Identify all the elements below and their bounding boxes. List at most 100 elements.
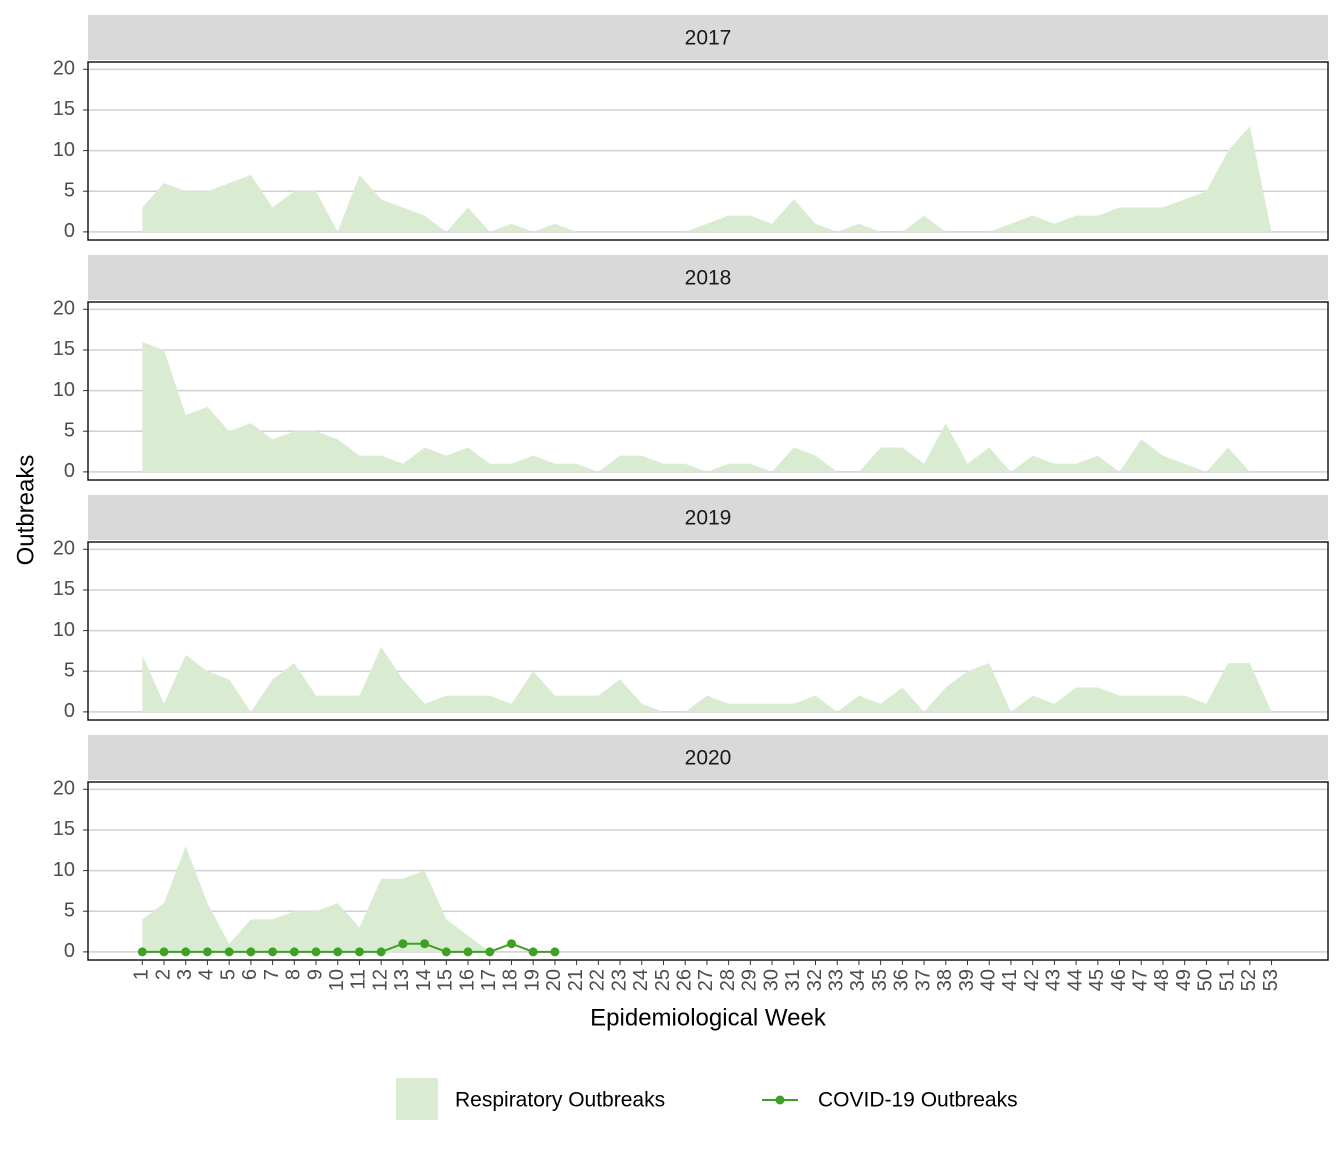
x-tick-label: 31: [782, 969, 804, 991]
panel-title: 2018: [685, 267, 732, 290]
x-tick-label: 43: [1043, 969, 1065, 991]
y-tick-label: 20: [53, 538, 75, 560]
y-tick-label: 10: [53, 859, 75, 881]
x-tick-label: 50: [1195, 969, 1217, 991]
point: [420, 939, 430, 949]
panel-border: [87, 301, 1329, 481]
x-tick-label: 37: [912, 969, 934, 991]
area: [142, 341, 1250, 472]
strip: [88, 495, 1328, 540]
x-tick-label: 2: [152, 969, 174, 980]
x-tick-label: 7: [261, 969, 283, 980]
panel-title: 2017: [685, 27, 732, 50]
area: [142, 846, 490, 952]
x-tick-label: 23: [608, 969, 630, 991]
y-tick-label: 10: [53, 139, 75, 161]
panel-title: 2020: [685, 747, 732, 770]
x-tick-label: 45: [1086, 969, 1108, 991]
x-tick-label: 17: [478, 969, 500, 991]
x-tick-label: 46: [1108, 969, 1130, 991]
x-tick-label: 22: [587, 969, 609, 991]
point: [268, 947, 278, 957]
x-tick-label: 27: [695, 969, 717, 991]
area: [142, 646, 1272, 712]
y-tick-label: 15: [53, 818, 75, 840]
x-tick-label: 12: [369, 969, 391, 991]
x-tick-label: 10: [326, 969, 348, 991]
legend-label: Respiratory Outbreaks: [455, 1089, 665, 1112]
y-tick-label: 10: [53, 619, 75, 641]
point: [181, 947, 191, 957]
x-tick-label: 24: [630, 969, 652, 991]
x-tick-label: 44: [1064, 969, 1086, 991]
y-tick-label: 15: [53, 338, 75, 360]
point: [246, 947, 256, 957]
x-tick-label: 25: [652, 969, 674, 991]
y-tick-label: 15: [53, 98, 75, 120]
legend-point: [775, 1095, 785, 1105]
point: [354, 947, 364, 957]
x-tick-label: 41: [999, 969, 1021, 991]
point: [159, 947, 169, 957]
x-tick-label: 30: [760, 969, 782, 991]
point: [398, 939, 408, 949]
x-tick-label: 13: [391, 969, 413, 991]
legend-label: COVID-19 Outbreaks: [818, 1089, 1018, 1112]
x-tick-label: 34: [847, 969, 869, 991]
strip: [88, 255, 1328, 300]
x-tick-label: 35: [869, 969, 891, 991]
y-tick-label: 0: [64, 700, 75, 722]
x-tick-label: 15: [435, 969, 457, 991]
x-tick-label: 19: [521, 969, 543, 991]
y-tick-label: 10: [53, 379, 75, 401]
x-tick-label: 18: [500, 969, 522, 991]
x-tick-label: 21: [565, 969, 587, 991]
y-tick-label: 5: [64, 420, 75, 442]
x-tick-label: 26: [673, 969, 695, 991]
point: [485, 947, 495, 957]
point: [333, 947, 343, 957]
y-tick-label: 20: [53, 778, 75, 800]
point: [528, 947, 538, 957]
point: [224, 947, 234, 957]
strip: [88, 735, 1328, 780]
x-tick-label: 52: [1238, 969, 1260, 991]
y-tick-label: 5: [64, 900, 75, 922]
y-tick-label: 5: [64, 660, 75, 682]
y-tick-label: 0: [64, 460, 75, 482]
x-tick-label: 8: [283, 969, 305, 980]
x-tick-label: 47: [1130, 969, 1152, 991]
x-tick-label: 6: [239, 969, 261, 980]
x-tick-label: 4: [196, 969, 218, 980]
panel-title: 2019: [685, 507, 732, 530]
x-tick-label: 11: [348, 969, 370, 990]
y-tick-label: 0: [64, 940, 75, 962]
x-tick-label: 33: [825, 969, 847, 991]
x-tick-label: 3: [174, 969, 196, 980]
point: [506, 939, 516, 949]
y-tick-label: 20: [53, 298, 75, 320]
y-tick-label: 0: [64, 220, 75, 242]
x-axis-label: Epidemiological Week: [590, 1004, 827, 1031]
x-tick-label: 29: [739, 969, 761, 991]
point: [441, 947, 451, 957]
x-tick-label: 40: [978, 969, 1000, 991]
point: [137, 947, 147, 957]
x-tick-label: 28: [717, 969, 739, 991]
x-tick-label: 9: [304, 969, 326, 980]
x-tick-label: 5: [217, 969, 239, 980]
x-tick-label: 20: [543, 969, 565, 991]
x-tick-label: 48: [1151, 969, 1173, 991]
point: [376, 947, 386, 957]
area: [142, 126, 1272, 232]
x-tick-label: 36: [891, 969, 913, 991]
strip: [88, 15, 1328, 60]
point: [463, 947, 473, 957]
x-tick-label: 51: [1216, 969, 1238, 991]
x-tick-label: 14: [413, 969, 435, 991]
y-tick-label: 15: [53, 578, 75, 600]
point: [311, 947, 321, 957]
point: [289, 947, 299, 957]
panel-border: [87, 61, 1329, 241]
